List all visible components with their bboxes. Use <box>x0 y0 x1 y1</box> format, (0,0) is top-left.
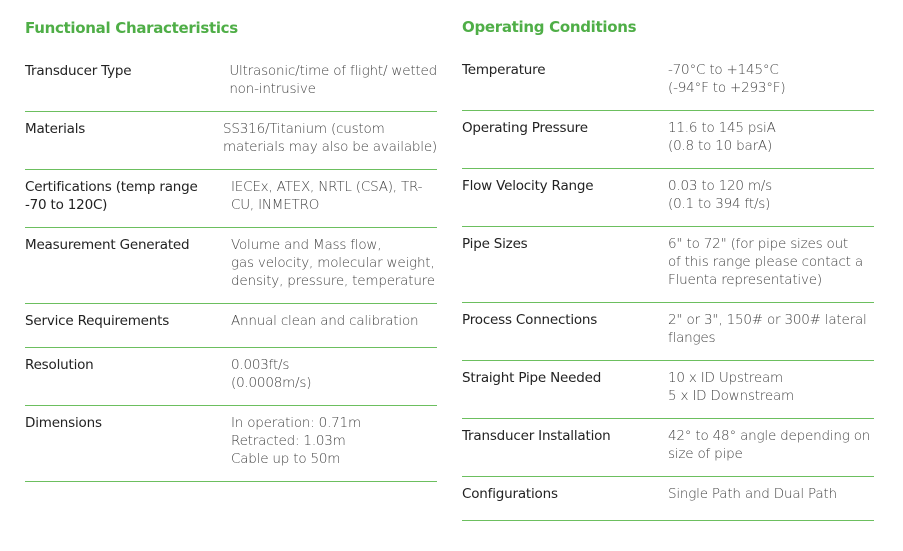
spec-row: Transducer Type Ultrasonic/time of flight… <box>25 59 437 112</box>
spec-label: Materials <box>25 120 223 156</box>
spec-value: Ultrasonic/time of flight/ wetted non-int… <box>229 62 437 98</box>
spec-value: 10 x ID Upstream 5 x ID Downstream <box>668 369 874 405</box>
spec-label: Resolution <box>25 356 231 392</box>
spec-value: 2" or 3", 150# or 300# lateral flanges <box>668 311 874 347</box>
spec-value: Annual clean and calibration <box>231 312 437 334</box>
spec-row: Process Connections 2" or 3", 150# or 300… <box>462 303 874 361</box>
label-line: -70 to 120C) <box>25 197 108 213</box>
spec-value: 0.03 to 120 m/s (0.1 to 394 ft/s) <box>668 177 874 213</box>
value-line: flanges <box>668 330 716 346</box>
label-line: Operating Pressure <box>462 120 588 136</box>
spec-label: Configurations <box>462 485 668 507</box>
value-line: (-94°F to +293°F) <box>668 80 786 96</box>
spec-label: Pipe Sizes <box>462 235 668 289</box>
value-line: 0.03 to 120 m/s <box>668 178 772 194</box>
value-line: (0.0008m/s) <box>231 375 312 391</box>
label-line: Transducer Type <box>25 63 132 79</box>
value-line: -70°C to +145°C <box>668 62 779 78</box>
label-line: Straight Pipe Needed <box>462 370 602 386</box>
value-line: (0.1 to 394 ft/s) <box>668 196 771 212</box>
value-line: 11.6 to 145 psiA <box>668 120 776 136</box>
spec-label: Temperature <box>462 61 668 97</box>
value-line: Ultrasonic/time of flight/ wetted <box>229 63 437 79</box>
spec-row: Operating Pressure 11.6 to 145 psiA (0.8 t… <box>462 111 874 169</box>
spec-value: IECEx, ATEX, NRTL (CSA), TR- CU, INMETRO <box>231 178 437 214</box>
spec-value: -70°C to +145°C (-94°F to +293°F) <box>668 61 874 97</box>
spec-row: Materials SS316/Titanium (custom materials… <box>25 112 437 170</box>
spec-row: Configurations Single Path and Dual Path <box>462 477 874 521</box>
spec-row: Certifications (temp range -70 to 120C) IE… <box>25 170 437 228</box>
spec-value: 11.6 to 145 psiA (0.8 to 10 barA) <box>668 119 874 155</box>
spec-label: Service Requirements <box>25 312 231 334</box>
label-line: Service Requirements <box>25 313 170 329</box>
section-title: Operating Conditions <box>462 18 637 36</box>
value-line: non-intrusive <box>229 81 316 97</box>
value-line: Fluenta representative) <box>668 272 822 288</box>
spec-value: Volume and Mass flow, gas velocity, molec… <box>231 236 437 290</box>
label-line: Certifications (temp range <box>25 179 198 195</box>
label-line: Configurations <box>462 486 558 502</box>
value-line: SS316/Titanium (custom <box>223 121 385 137</box>
value-line: Cable up to 50m <box>231 451 341 467</box>
spec-row: Dimensions In operation: 0.71m Retracted: … <box>25 406 437 482</box>
label-line: Materials <box>25 121 86 137</box>
section: Functional Characteristics Transducer Typ… <box>25 17 437 482</box>
spec-value: 6" to 72" (for pipe sizes out of this ran… <box>668 235 874 289</box>
spec-label: Straight Pipe Needed <box>462 369 668 405</box>
label-line: Flow Velocity Range <box>462 178 594 194</box>
spec-value: Single Path and Dual Path <box>668 485 874 507</box>
value-line: Single Path and Dual Path <box>668 486 837 502</box>
spec-value: In operation: 0.71m Retracted: 1.03m Cable… <box>231 414 437 468</box>
value-line: Volume and Mass flow, <box>231 237 382 253</box>
spec-label: Transducer Installation <box>462 427 668 463</box>
value-line: density, pressure, temperature <box>231 273 435 289</box>
value-line: 42° to 48° angle depending on <box>668 428 871 444</box>
spec-label: Measurement Generated <box>25 236 231 290</box>
value-line: gas velocity, molecular weight, <box>231 255 435 271</box>
value-line: (0.8 to 10 barA) <box>668 138 773 154</box>
spec-row: Resolution 0.003ft/s (0.0008m/s) <box>25 348 437 406</box>
section: Operating Conditions Temperature -70°C to … <box>462 16 874 521</box>
section-title: Functional Characteristics <box>25 19 238 37</box>
value-line: of this range please contact a <box>668 254 863 270</box>
value-line: CU, INMETRO <box>231 197 320 213</box>
value-line: 10 x ID Upstream <box>668 370 783 386</box>
spec-value: 42° to 48° angle depending on size of pip… <box>668 427 874 463</box>
value-line: 0.003ft/s <box>231 357 290 373</box>
spec-label: Transducer Type <box>25 62 229 98</box>
label-line: Resolution <box>25 357 94 373</box>
spec-row: Flow Velocity Range 0.03 to 120 m/s (0.1 t… <box>462 169 874 227</box>
value-line: materials may also be available) <box>223 139 437 155</box>
label-line: Pipe Sizes <box>462 236 528 252</box>
value-line: size of pipe <box>668 446 743 462</box>
spec-label: Dimensions <box>25 414 231 468</box>
spec-label: Certifications (temp range -70 to 120C) <box>25 178 231 214</box>
spec-value: 0.003ft/s (0.0008m/s) <box>231 356 437 392</box>
label-line: Temperature <box>462 62 546 78</box>
spec-table: Temperature -70°C to +145°C (-94°F to +293… <box>462 58 874 521</box>
value-line: In operation: 0.71m <box>231 415 361 431</box>
value-line: 5 x ID Downstream <box>668 388 794 404</box>
value-line: IECEx, ATEX, NRTL (CSA), TR- <box>231 179 423 195</box>
spec-row: Straight Pipe Needed 10 x ID Upstream 5 x … <box>462 361 874 419</box>
value-line: 6" to 72" (for pipe sizes out <box>668 236 849 252</box>
value-line: Annual clean and calibration <box>231 313 419 329</box>
spec-label: Process Connections <box>462 311 668 347</box>
spec-row: Transducer Installation 42° to 48° angle … <box>462 419 874 477</box>
spec-row: Pipe Sizes 6" to 72" (for pipe sizes out o… <box>462 227 874 303</box>
label-line: Dimensions <box>25 415 102 431</box>
spec-row: Measurement Generated Volume and Mass flo… <box>25 228 437 304</box>
label-line: Transducer Installation <box>462 428 611 444</box>
value-line: 2" or 3", 150# or 300# lateral <box>668 312 867 328</box>
value-line: Retracted: 1.03m <box>231 433 346 449</box>
spec-value: SS316/Titanium (custom materials may also… <box>223 120 437 156</box>
spec-row: Service Requirements Annual clean and cal… <box>25 304 437 348</box>
spec-label: Operating Pressure <box>462 119 668 155</box>
spec-label: Flow Velocity Range <box>462 177 668 213</box>
label-line: Measurement Generated <box>25 237 190 253</box>
spec-row: Temperature -70°C to +145°C (-94°F to +293… <box>462 58 874 111</box>
label-line: Process Connections <box>462 312 598 328</box>
spec-table: Transducer Type Ultrasonic/time of flight… <box>25 59 437 482</box>
